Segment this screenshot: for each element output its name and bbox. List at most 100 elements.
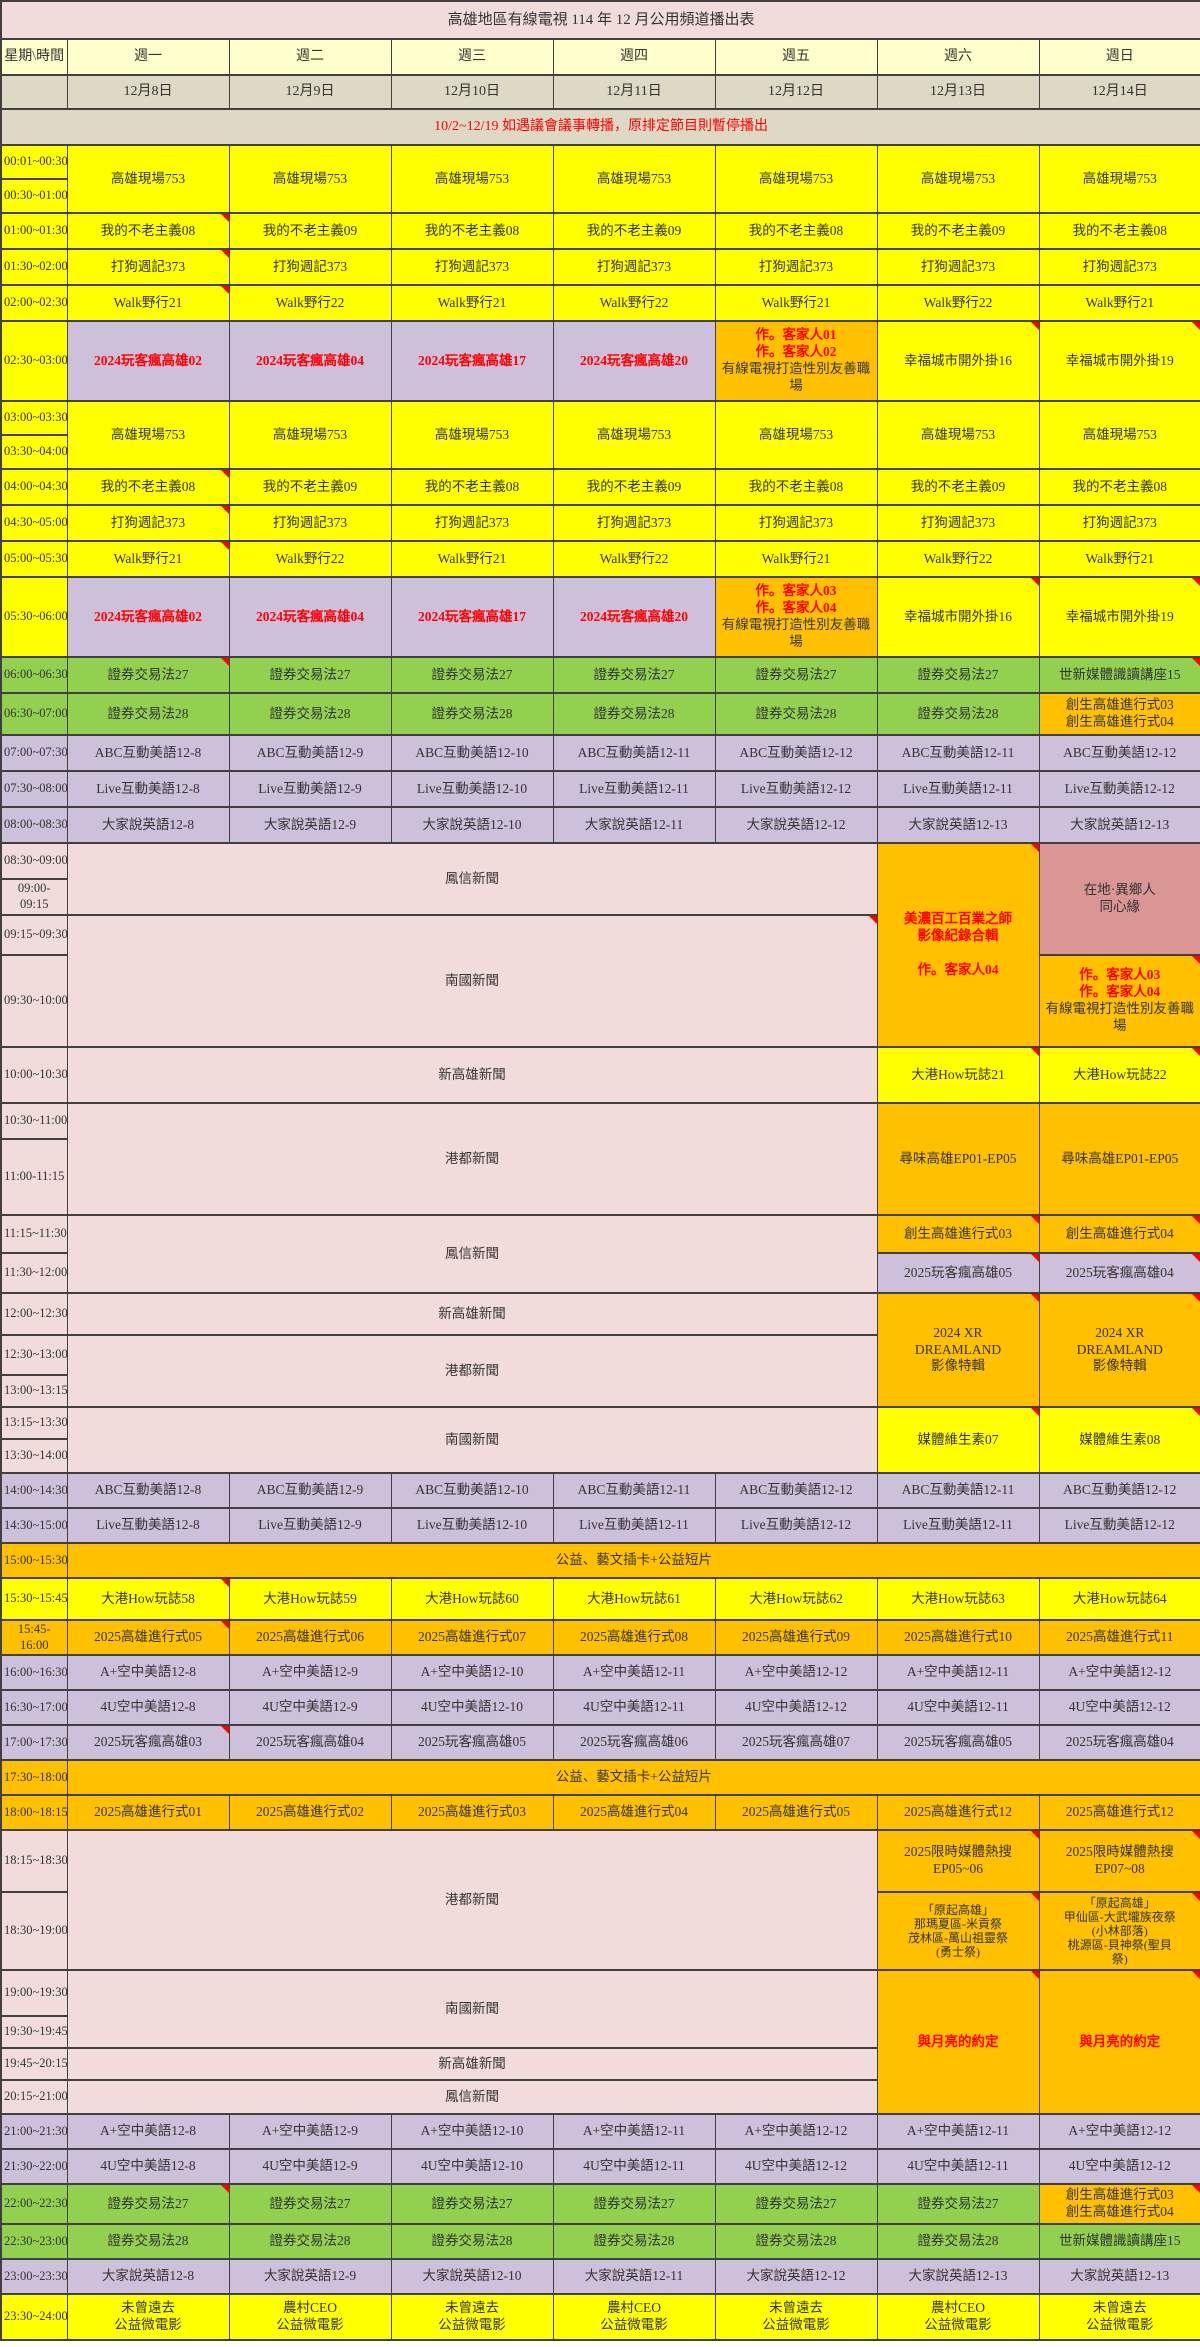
schedule-row: 16:00~16:30 A+空中美語12-8 A+空中美語12-9 A+空中美語12-… <box>0 1654 1200 1692</box>
page-title: 高雄地區有線電視 114 年 12 月公用頻道播出表 <box>0 0 1200 40</box>
schedule-cell: 高雄現場753 <box>66 144 230 214</box>
program-title-line: 「原起高雄」 <box>1083 1895 1156 1910</box>
program-title-line: 2024玩客瘋高雄17 <box>418 608 526 624</box>
schedule-cell: 4U空中美語12-12 <box>1038 2148 1200 2186</box>
schedule-cell: 我的不老主義09 <box>228 212 392 250</box>
program-title-line: ABC互動美語12-11 <box>901 1482 1015 1498</box>
program-title-line: 創生高雄進行式03 <box>1065 2187 1174 2203</box>
day-header-sun: 週日 <box>1038 38 1200 76</box>
schedule-cell: 世新媒體識讀講座15 <box>1038 656 1200 694</box>
time-slot-label: 13:00~13:15 <box>0 1374 68 1408</box>
time-slot-label: 10:00~10:30 <box>0 1046 68 1104</box>
schedule-cell: 大港How玩誌61 <box>552 1577 716 1621</box>
schedule-row: 04:00~04:30 我的不老主義08 我的不老主義09 我的不老主義08 我的不老主… <box>0 468 1200 506</box>
schedule-cell: 2025限時媒體熱搜 EP07~08 <box>1038 1829 1200 1894</box>
preemption-notice: 10/2~12/19 如遇議會議事轉播，原排定節目則暫停播出 <box>0 108 1200 146</box>
schedule-cell: 證券交易法27 <box>714 2183 878 2226</box>
corner-header: 星期\時間 <box>0 38 68 76</box>
schedule-cell: 新高雄新聞 <box>66 1292 878 1336</box>
schedule-cell: 證券交易法27 <box>552 656 716 694</box>
date-mon: 12月8日 <box>66 74 230 110</box>
schedule-cell: 證券交易法28 <box>552 2223 716 2261</box>
program-title-line: 茂林區-萬山祖靈祭 <box>908 1931 1008 1946</box>
schedule-cell: A+空中美語12-12 <box>1038 1654 1200 1692</box>
time-slot-label: 16:00~16:30 <box>0 1654 68 1692</box>
schedule-row: 18:15~18:30 港都新聞 2025限時媒體熱搜 EP05~06 2025限時媒體… <box>0 1829 1200 1972</box>
program-title-line: 大家說英語12-13 <box>908 816 1008 832</box>
program-title-line: 作。客家人04 <box>1079 984 1161 1000</box>
schedule-cell: 證券交易法28 <box>228 692 392 736</box>
schedule-cell: 高雄現場753 <box>552 144 716 214</box>
program-title-line: EP07~08 <box>1094 1861 1145 1877</box>
program-title-line: 證券交易法27 <box>107 666 189 682</box>
schedule-cell: Walk野行21 <box>66 284 230 322</box>
schedule-cell: ABC互動美語12-11 <box>876 1472 1040 1509</box>
program-title-line: Live互動美語12-11 <box>579 1517 689 1533</box>
schedule-row: 00:30~01:00 <box>0 178 1200 214</box>
schedule-row: 08:30~09:00 鳳信新聞 美濃百工百業之師 影像紀錄合輯 作。客家人04 在地·異… <box>0 842 1200 1048</box>
schedule-cell: Walk野行21 <box>66 540 230 578</box>
program-title-line: 甲仙區-大武壠族夜祭 <box>1063 1910 1176 1925</box>
program-title-line: Live互動美語12-12 <box>1064 780 1175 796</box>
program-title-line: 證券交易法28 <box>107 705 189 721</box>
program-title-line: 證券交易法27 <box>431 2195 513 2211</box>
program-title-line: 大家說英語12-8 <box>101 816 195 832</box>
program-title-line: 大家說英語12-12 <box>746 2268 846 2284</box>
program-title-line: 2024 XR <box>1095 1324 1145 1340</box>
program-title-line: 2025玩客瘋高雄06 <box>580 1734 688 1750</box>
schedule-cell: 2025玩客瘋高雄05 <box>876 1724 1040 1762</box>
schedule-cell: 高雄現場753 <box>228 400 392 470</box>
program-title-line: 鳳信新聞 <box>445 1245 499 1261</box>
program-title-line: 證券交易法28 <box>431 705 513 721</box>
program-title-line: 大家說英語12-12 <box>746 816 846 832</box>
time-slot-label: 18:00~18:15 <box>0 1794 68 1832</box>
program-title-line: 2025高雄進行式10 <box>904 1629 1012 1645</box>
program-title-line: 打狗週記373 <box>758 258 834 274</box>
time-slot-label: 22:00~22:30 <box>0 2183 68 2226</box>
time-slot-label: 00:30~01:00 <box>0 178 68 214</box>
schedule-cell: 大家說英語12-9 <box>228 806 392 844</box>
date-corner <box>0 74 68 110</box>
program-title-line: 證券交易法28 <box>917 2233 999 2249</box>
schedule-cell: 打狗週記373 <box>228 504 392 542</box>
schedule-cell: A+空中美語12-10 <box>390 1654 554 1692</box>
schedule-cell: ABC互動美語12-11 <box>552 1472 716 1509</box>
schedule-cell: 4U空中美語12-10 <box>390 2148 554 2186</box>
schedule-cell: Walk野行21 <box>714 540 878 578</box>
schedule-cell: A+空中美語12-8 <box>66 1654 230 1692</box>
program-title-line: 2025高雄進行式12 <box>904 1804 1012 1820</box>
time-slot-label: 11:00-11:15 <box>0 1138 68 1216</box>
program-title-line: Walk野行22 <box>275 550 345 566</box>
schedule-cell: 農村CEO 公益微電影 <box>228 2293 392 2342</box>
schedule-row: 13:15~13:30 南國新聞 媒體維生素07 媒體維生素08 <box>0 1406 1200 1474</box>
schedule-row: 12:00~12:30 新高雄新聞 2024 XR DREAMLAND 影像特輯 2024… <box>0 1292 1200 1408</box>
program-title-line: 作。客家人04 <box>755 600 837 616</box>
schedule-row: 09:00-09:15 <box>0 878 1200 916</box>
schedule-cell: 世新媒體識讀講座15 <box>1038 2223 1200 2261</box>
program-title-line: Live互動美語12-9 <box>258 780 362 796</box>
program-title-line: 大港How玩誌58 <box>101 1590 195 1606</box>
schedule-cell: 農村CEO 公益微電影 <box>876 2293 1040 2342</box>
schedule-row: 11:15~11:30 鳳信新聞 創生高雄進行式03 創生高雄進行式04 <box>0 1214 1200 1294</box>
schedule-cell: 2025高雄進行式06 <box>228 1618 392 1657</box>
schedule-cell: 證券交易法28 <box>228 2223 392 2261</box>
program-title-line: 創生高雄進行式03 <box>1065 697 1174 713</box>
schedule-row: 14:00~14:30 ABC互動美語12-8 ABC互動美語12-9 ABC互動美語… <box>0 1472 1200 1509</box>
program-title-line: 4U空中美語12-12 <box>745 1699 847 1715</box>
program-title-line: 創生高雄進行式04 <box>1065 2204 1174 2220</box>
program-title-line: 農村CEO <box>283 2300 337 2316</box>
program-title-line: 2024 XR <box>933 1324 983 1340</box>
schedule-row: 08:00~08:30 大家說英語12-8 大家說英語12-9 大家說英語12-10 大… <box>0 806 1200 844</box>
schedule-cell: ABC互動美語12-11 <box>876 734 1040 772</box>
program-title-line: Walk野行21 <box>761 550 831 566</box>
schedule-cell: 2025高雄進行式10 <box>876 1618 1040 1657</box>
program-title-line: A+空中美語12-11 <box>906 1664 1010 1680</box>
program-title-line: 打狗週記373 <box>920 514 996 530</box>
program-title-line: 證券交易法27 <box>107 2195 189 2211</box>
schedule-row: 16:30~17:00 4U空中美語12-8 4U空中美語12-9 4U空中美語12-… <box>0 1689 1200 1727</box>
program-title-line: 同心緣 <box>1099 899 1141 914</box>
program-title-line: 4U空中美語12-10 <box>421 1699 523 1715</box>
program-title-line: 高雄現場753 <box>920 426 996 442</box>
program-title-line: 2025高雄進行式12 <box>1065 1804 1174 1820</box>
program-title-line: Walk野行22 <box>275 294 345 310</box>
